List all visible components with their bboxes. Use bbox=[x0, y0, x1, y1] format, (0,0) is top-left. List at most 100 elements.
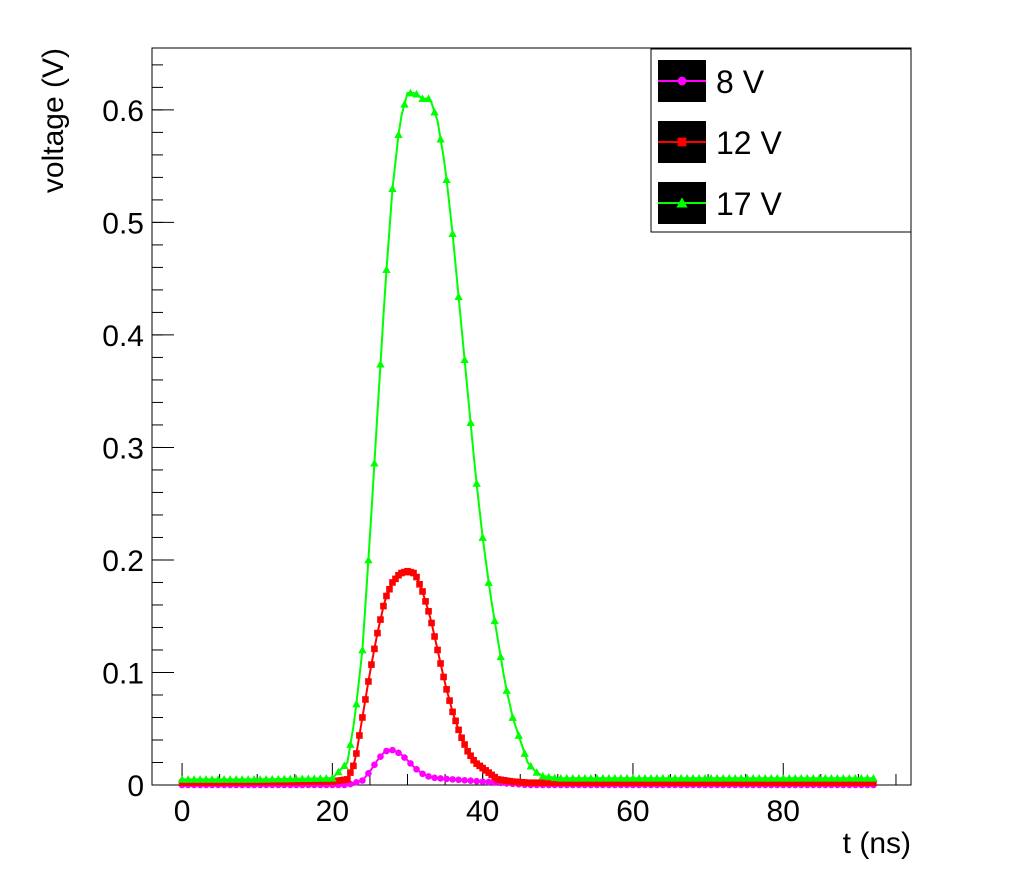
data-point bbox=[219, 775, 229, 783]
data-point bbox=[346, 740, 355, 748]
data-point bbox=[442, 175, 451, 184]
x-tick-label: 80 bbox=[767, 795, 800, 828]
data-point bbox=[473, 777, 480, 785]
data-point bbox=[344, 776, 351, 783]
data-point bbox=[736, 774, 746, 782]
data-point bbox=[688, 774, 698, 782]
legend-label: 8 V bbox=[716, 64, 765, 100]
data-point bbox=[424, 94, 433, 102]
data-point bbox=[298, 774, 307, 783]
data-point bbox=[434, 646, 441, 654]
legend: 8 V 12 V 17 V bbox=[650, 48, 912, 233]
data-point bbox=[292, 774, 301, 783]
data-point bbox=[479, 778, 486, 785]
data-point bbox=[538, 771, 547, 780]
data-point bbox=[598, 774, 608, 782]
data-point bbox=[815, 774, 824, 782]
data-point bbox=[443, 686, 450, 693]
data-point bbox=[682, 774, 692, 782]
data-point bbox=[670, 774, 680, 782]
y-tick-label: 0.5 bbox=[102, 207, 144, 240]
data-point bbox=[622, 774, 632, 782]
data-point bbox=[658, 774, 668, 782]
x-tick-label: 0 bbox=[174, 795, 191, 828]
data-point bbox=[706, 774, 716, 782]
data-point bbox=[779, 774, 788, 782]
data-point bbox=[368, 661, 375, 668]
data-point bbox=[449, 776, 456, 783]
data-point bbox=[851, 774, 860, 782]
data-point bbox=[380, 602, 387, 610]
data-point bbox=[664, 774, 674, 782]
data-point bbox=[195, 775, 205, 783]
data-point bbox=[364, 555, 373, 564]
data-point bbox=[437, 775, 444, 782]
data-point bbox=[556, 774, 566, 782]
data-point bbox=[508, 713, 517, 721]
data-point bbox=[532, 768, 541, 776]
data-point bbox=[419, 588, 426, 595]
data-point bbox=[425, 773, 432, 780]
data-point bbox=[225, 775, 235, 783]
data-point bbox=[592, 774, 602, 782]
data-point bbox=[467, 752, 474, 760]
data-point bbox=[767, 774, 776, 782]
data-point bbox=[449, 708, 456, 716]
data-point bbox=[467, 777, 474, 785]
data-point bbox=[370, 458, 379, 467]
data-point bbox=[502, 686, 511, 694]
data-point bbox=[183, 775, 193, 783]
data-point bbox=[461, 741, 468, 748]
y-axis-title: voltage (V) bbox=[37, 48, 70, 193]
data-point bbox=[243, 775, 253, 783]
data-point bbox=[207, 775, 217, 783]
x-axis-title: t (ns) bbox=[843, 827, 911, 860]
data-point bbox=[472, 479, 481, 487]
data-point bbox=[407, 760, 414, 767]
x-tick-label: 20 bbox=[316, 795, 349, 828]
data-point bbox=[376, 359, 385, 368]
data-point bbox=[797, 774, 806, 782]
legend-item: 8 V bbox=[658, 60, 765, 102]
data-point bbox=[356, 732, 363, 739]
data-point bbox=[568, 774, 578, 782]
data-point bbox=[604, 774, 614, 782]
legend-item: 17 V bbox=[658, 182, 782, 224]
data-point bbox=[755, 774, 764, 782]
data-point bbox=[201, 775, 211, 783]
data-point bbox=[640, 774, 650, 782]
data-point bbox=[353, 778, 360, 786]
data-point bbox=[347, 769, 354, 776]
legend-marker bbox=[677, 76, 687, 86]
y-tick-label: 0.2 bbox=[102, 545, 144, 578]
data-point bbox=[250, 775, 259, 783]
data-point bbox=[353, 750, 360, 757]
data-point bbox=[362, 696, 369, 703]
data-point bbox=[700, 774, 710, 782]
data-point bbox=[431, 774, 438, 782]
data-point bbox=[496, 652, 505, 661]
data-point bbox=[316, 774, 325, 782]
data-point bbox=[514, 731, 523, 739]
data-point bbox=[526, 761, 535, 770]
data-point bbox=[478, 533, 487, 541]
data-point bbox=[550, 773, 559, 782]
data-point bbox=[425, 607, 432, 615]
data-point bbox=[652, 774, 662, 782]
data-point bbox=[406, 88, 415, 97]
data-point bbox=[580, 774, 590, 782]
data-point bbox=[443, 775, 450, 783]
data-point bbox=[413, 573, 420, 581]
data-point bbox=[694, 774, 704, 782]
data-point bbox=[412, 89, 421, 98]
y-tick-label: 0.3 bbox=[102, 432, 144, 465]
data-point bbox=[761, 774, 770, 782]
data-point bbox=[430, 107, 439, 116]
legend-marker bbox=[677, 137, 687, 147]
data-point bbox=[413, 765, 420, 773]
data-point bbox=[428, 619, 435, 627]
x-tick-label: 60 bbox=[616, 795, 649, 828]
data-point bbox=[485, 778, 492, 786]
data-point bbox=[869, 774, 878, 782]
data-point bbox=[189, 775, 199, 783]
